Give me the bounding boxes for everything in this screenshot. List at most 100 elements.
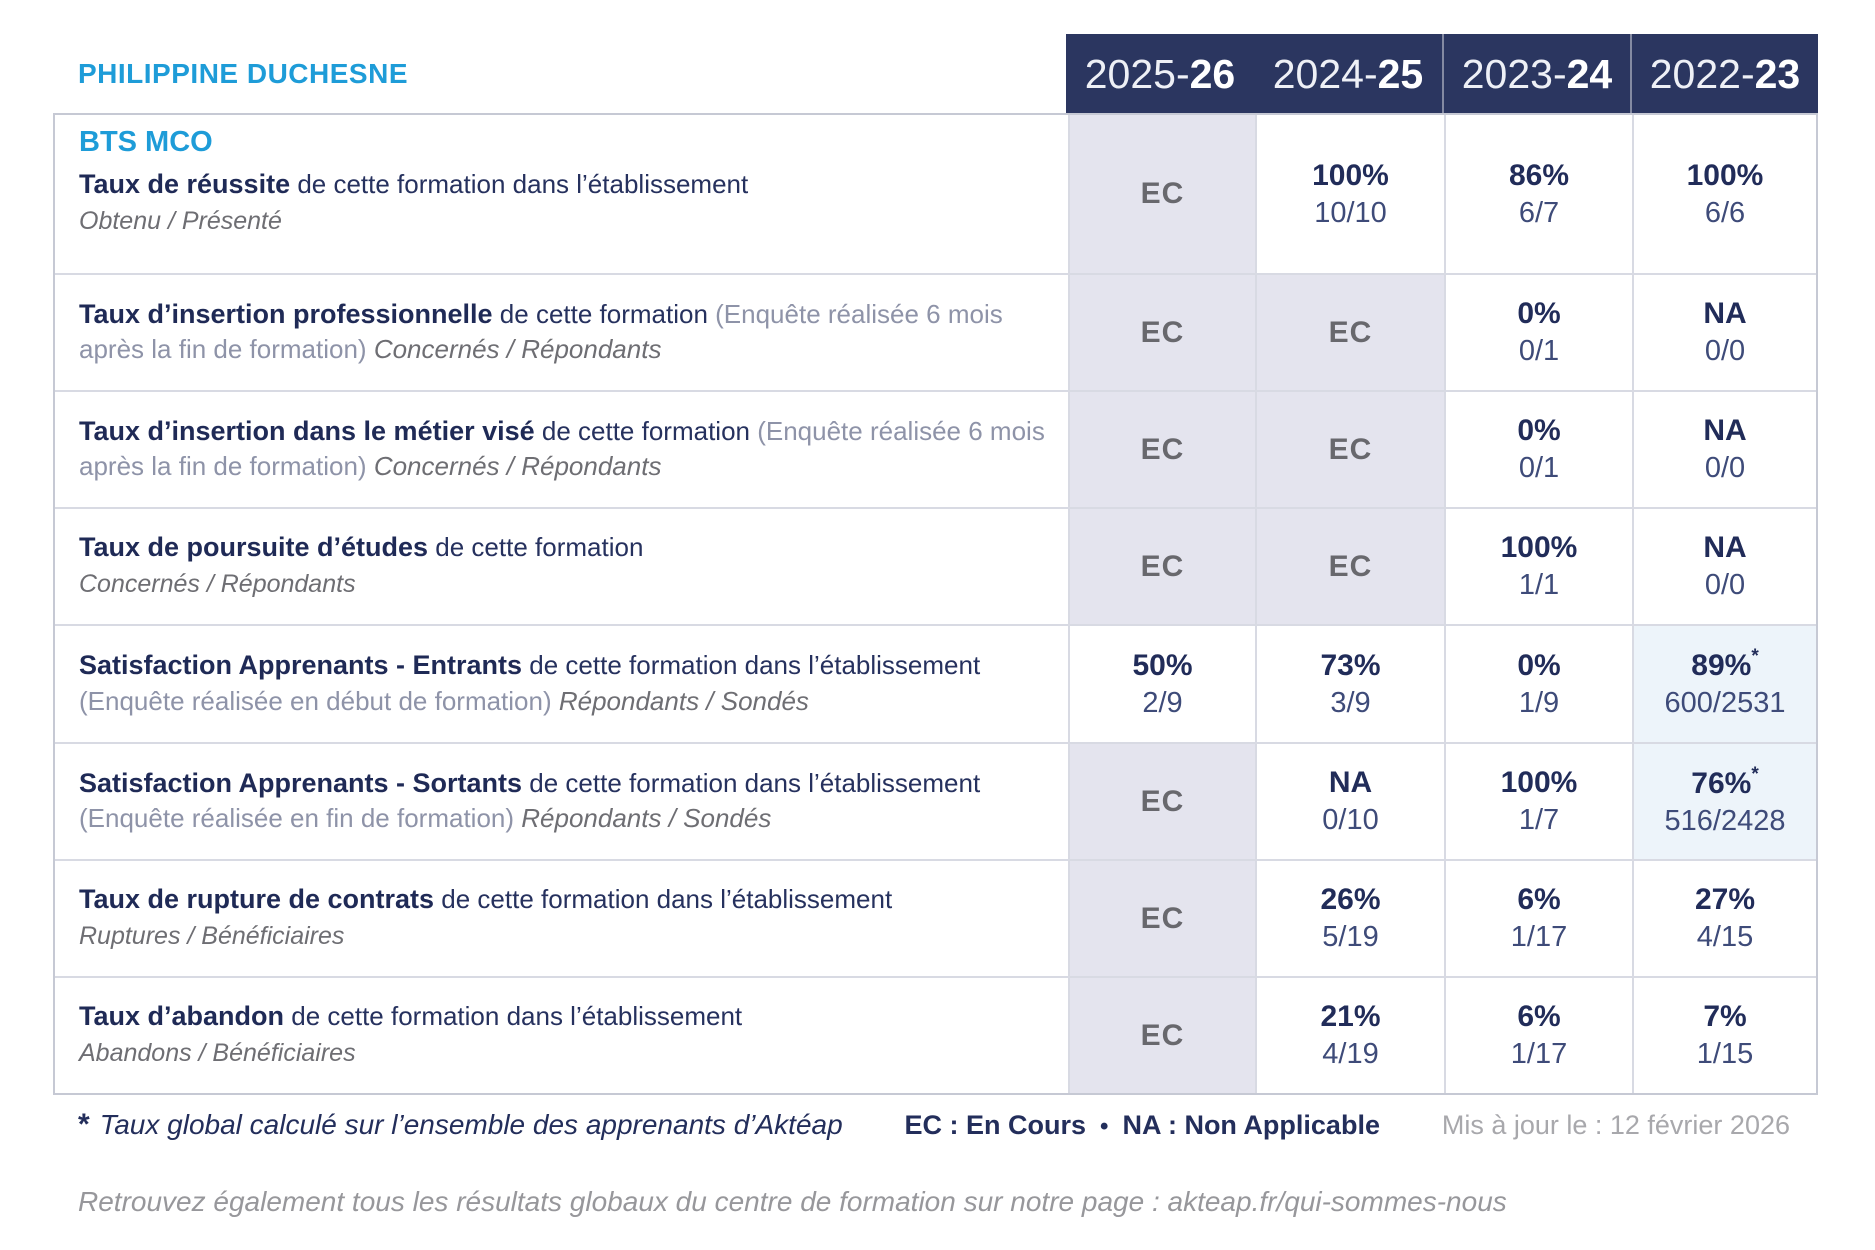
indicator-title: Taux de réussite xyxy=(79,169,291,200)
value-cell: 100% 1/7 xyxy=(1444,742,1632,859)
indicator-ratio-caption: Ruptures / Bénéficiaires xyxy=(79,921,345,950)
percentage-value: 50% xyxy=(1132,648,1193,682)
ratio-value: 0/0 xyxy=(1704,335,1746,367)
value-cell: 73% 3/9 xyxy=(1255,624,1444,742)
row-label-text: Taux d’insertion professionnelle de cett… xyxy=(79,297,1048,367)
percentage-value: 0% xyxy=(1517,297,1561,330)
year-label: 2024- xyxy=(1272,51,1378,97)
value-cell: 76%* 516/2428 xyxy=(1632,742,1816,859)
value-cell: NA 0/0 xyxy=(1632,507,1816,624)
value-cell: 6% 1/17 xyxy=(1444,976,1632,1093)
results-table: BTS MCO Taux de réussite de cette format… xyxy=(53,113,1818,1095)
ratio-value: 0/1 xyxy=(1518,452,1560,484)
ratio-value: 0/0 xyxy=(1704,452,1746,484)
global-results-note: Retrouvez également tous les résultats g… xyxy=(78,1186,1507,1217)
year-header-row: 2025- 26 2024- 25 2023- 24 2022- 23 xyxy=(1066,34,1818,115)
indicator-ratio-caption: Concernés / Répondants xyxy=(373,334,662,365)
percentage-value: 100% xyxy=(1312,158,1389,192)
indicator-title: Taux de poursuite d’études xyxy=(79,532,429,563)
year-label-bold: 23 xyxy=(1754,51,1801,97)
year-label: 2023- xyxy=(1461,51,1567,97)
status-cell: EC xyxy=(1068,390,1255,507)
ratio-value: 4/15 xyxy=(1696,921,1754,953)
ratio-value: 1/17 xyxy=(1510,1038,1568,1070)
ratio-value: 5/19 xyxy=(1322,921,1379,953)
percentage-value: 0% xyxy=(1517,414,1561,447)
asterisk: * xyxy=(78,1108,90,1141)
status-cell: EC xyxy=(1068,976,1255,1093)
ratio-value: 6/6 xyxy=(1704,196,1746,229)
indicator-description: de cette formation dans l’établissement xyxy=(434,884,893,915)
year-label-bold: 25 xyxy=(1377,51,1424,97)
percentage-value: 21% xyxy=(1320,1000,1381,1033)
row-label-text: Taux d’abandon de cette formation dans l… xyxy=(79,999,1048,1035)
value-cell: 7% 1/15 xyxy=(1632,976,1816,1093)
ratio-value: 0/1 xyxy=(1518,335,1560,367)
value-cell: 100% 1/1 xyxy=(1444,507,1632,624)
value-cell: 0% 0/1 xyxy=(1444,273,1632,390)
row-label-cell: Taux d’abandon de cette formation dans l… xyxy=(55,976,1068,1093)
ratio-value: 1/9 xyxy=(1518,686,1560,719)
percentage-value: 27% xyxy=(1694,883,1756,916)
value-cell: NA 0/0 xyxy=(1632,273,1816,390)
indicator-title: Taux d’abandon xyxy=(79,1001,285,1032)
value-cell: 0% 1/9 xyxy=(1444,624,1632,742)
row-label-text: Taux de réussite de cette formation dans… xyxy=(79,167,1048,203)
percentage-value: 6% xyxy=(1517,883,1561,916)
percentage-value: 86% xyxy=(1508,158,1570,192)
percentage-value: 0% xyxy=(1517,648,1561,682)
bullet-separator: • xyxy=(1100,1113,1109,1140)
program-name: BTS MCO xyxy=(79,126,213,158)
indicator-title: Satisfaction Apprenants - Entrants xyxy=(79,650,523,681)
year-column-2024-25: 2024- 25 xyxy=(1254,34,1442,115)
row-label-cell: Taux de poursuite d’études de cette form… xyxy=(55,507,1068,624)
status-cell: EC xyxy=(1068,115,1255,273)
percentage-value: NA xyxy=(1703,297,1747,330)
year-column-2025-26: 2025- 26 xyxy=(1066,34,1254,115)
indicator-ratio-caption: Concernés / Répondants xyxy=(373,451,662,482)
indicator-survey-note: (Enquête réalisée en début de formation) xyxy=(79,685,559,716)
row-label-cell: Taux d’insertion dans le métier visé de … xyxy=(55,390,1068,507)
ratio-value: 6/7 xyxy=(1518,196,1560,229)
percentage-value: 6% xyxy=(1517,1000,1561,1033)
status-cell: EC xyxy=(1068,273,1255,390)
indicator-title: Taux de rupture de contrats xyxy=(79,884,435,915)
indicator-ratio-caption: Abandons / Bénéficiaires xyxy=(79,1038,356,1067)
ratio-value: 1/15 xyxy=(1696,1038,1754,1070)
value-cell: 100% 6/6 xyxy=(1632,115,1816,273)
indicator-description: de cette formation dans l’établissement xyxy=(522,650,981,681)
indicator-survey-note: (Enquête réalisée 6 mois après la fin de… xyxy=(79,298,1003,365)
value-cell: 86% 6/7 xyxy=(1444,115,1632,273)
footnote-text: Taux global calculé sur l’ensemble des a… xyxy=(99,1109,843,1140)
ratio-value: 0/0 xyxy=(1704,569,1746,601)
row-label-text: Taux de rupture de contrats de cette for… xyxy=(79,882,1048,918)
indicator-description: de cette formation xyxy=(492,298,716,329)
indicator-title: Satisfaction Apprenants - Sortants xyxy=(79,767,523,798)
value-cell: 50% 2/9 xyxy=(1068,624,1255,742)
row-label-text: Satisfaction Apprenants - Entrants de ce… xyxy=(79,648,1048,718)
ratio-value: 10/10 xyxy=(1314,196,1387,229)
percentage-value: 89%* xyxy=(1691,646,1759,682)
value-cell: 6% 1/17 xyxy=(1444,859,1632,976)
legend-ec: EC : En Cours xyxy=(904,1110,1087,1140)
indicator-ratio-caption: Obtenu / Présenté xyxy=(79,206,282,235)
ratio-value: 1/7 xyxy=(1518,804,1560,836)
indicator-survey-note: (Enquête réalisée en fin de formation) xyxy=(79,803,522,834)
percentage-value: 26% xyxy=(1320,883,1381,916)
status-cell: EC xyxy=(1255,273,1444,390)
indicator-survey-note: (Enquête réalisée 6 mois après la fin de… xyxy=(79,415,1045,482)
row-label-cell: BTS MCO Taux de réussite de cette format… xyxy=(55,115,1068,273)
indicator-ratio-caption: Concernés / Répondants xyxy=(79,569,356,598)
ratio-value: 0/10 xyxy=(1322,804,1379,836)
legend-na: NA : Non Applicable xyxy=(1122,1110,1380,1140)
percentage-value: NA xyxy=(1328,766,1373,799)
indicator-description: de cette formation dans l’établissement xyxy=(290,169,749,200)
value-cell: NA 0/0 xyxy=(1632,390,1816,507)
percentage-value: 76%* xyxy=(1691,763,1759,800)
year-label-bold: 26 xyxy=(1189,51,1236,97)
value-cell: 0% 0/1 xyxy=(1444,390,1632,507)
percentage-value: 100% xyxy=(1686,158,1764,192)
abbreviation-legend: EC : En Cours • NA : Non Applicable xyxy=(905,1110,1380,1141)
year-label: 2022- xyxy=(1649,51,1755,97)
